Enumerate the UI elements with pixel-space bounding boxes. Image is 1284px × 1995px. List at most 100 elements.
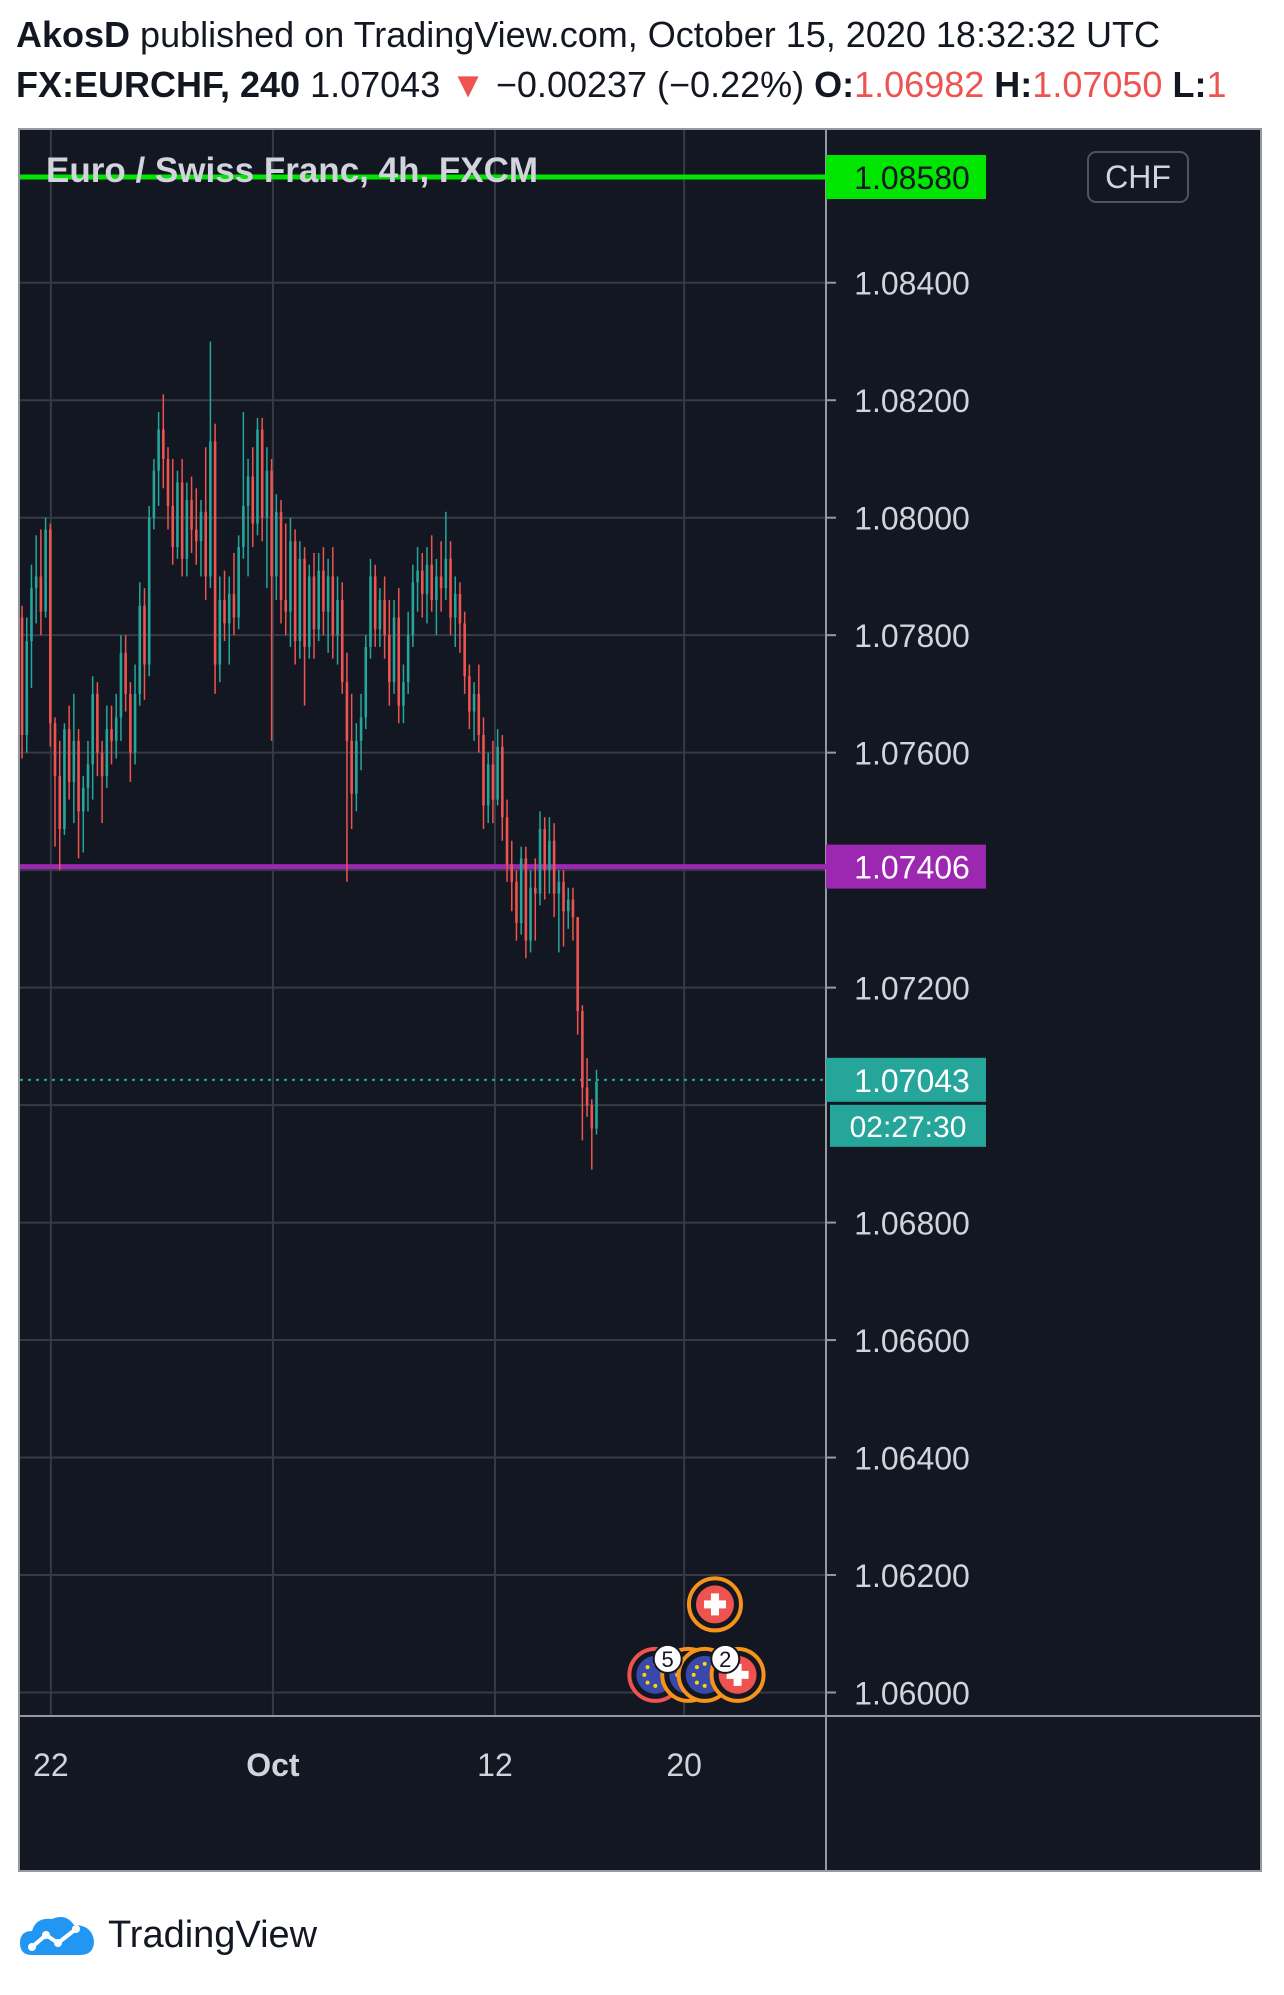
candle [533, 858, 537, 941]
candle [350, 693, 353, 830]
candle-body [265, 470, 269, 518]
author-name[interactable]: AkosD [16, 14, 131, 55]
candle-body [411, 582, 415, 636]
candle [430, 535, 433, 612]
candle [322, 547, 325, 636]
candle-body [25, 641, 29, 736]
candle [331, 547, 335, 659]
candle [444, 511, 448, 600]
candle-body [369, 576, 372, 647]
candle [411, 564, 415, 647]
candle [58, 740, 62, 871]
eu-star [642, 1672, 647, 1677]
candle-body [458, 594, 462, 624]
candle [218, 576, 222, 683]
candle-body [468, 676, 471, 712]
candle-body [402, 682, 405, 706]
candle-body [81, 787, 85, 812]
candle-body [171, 505, 175, 548]
price-axis-label: 1.07600 [854, 736, 970, 772]
candle-body [355, 740, 358, 794]
candle [293, 529, 297, 665]
candle-body [284, 599, 288, 612]
candle [529, 870, 532, 953]
candle [77, 729, 80, 859]
candle-body [510, 864, 514, 882]
candle-body [194, 529, 198, 542]
candle [246, 458, 250, 577]
candle-body [251, 476, 255, 524]
price-axis-label: 1.07800 [854, 618, 970, 654]
candle-body [392, 617, 396, 683]
eu-star [691, 1672, 696, 1677]
candle-body [585, 1087, 589, 1106]
candle [260, 417, 264, 542]
eu-star [694, 1665, 699, 1670]
candle [482, 717, 485, 830]
candle [124, 635, 127, 712]
price-axis[interactable]: 1.08400 1.08200 1.08000 1.07800 1.07600 1.072… [826, 266, 970, 1712]
candle-body [359, 717, 363, 741]
candle-body [322, 570, 325, 612]
candle-body [340, 599, 344, 683]
candle [388, 599, 391, 706]
candle-body [449, 558, 452, 618]
candle [91, 676, 94, 800]
time-axis-label: 22 [33, 1747, 69, 1783]
candle-body [209, 441, 212, 577]
candle [256, 417, 259, 536]
candle [590, 1099, 594, 1170]
candle-body [237, 547, 240, 618]
candle [378, 588, 382, 647]
candle [204, 447, 207, 600]
candle [72, 693, 76, 824]
candle-body [538, 829, 542, 894]
candle [486, 752, 490, 824]
candle-body [39, 576, 43, 612]
candle-body [397, 617, 401, 706]
candle-body [124, 652, 127, 694]
candle-body [204, 511, 207, 577]
candle [171, 458, 175, 565]
currency-badge-label: CHF [1105, 159, 1171, 195]
candle [585, 1058, 589, 1117]
open-value: 1.06982 [854, 64, 985, 105]
candle-body [515, 881, 518, 923]
candle [364, 635, 368, 730]
candle [298, 541, 302, 659]
candle [307, 564, 311, 659]
candle [289, 517, 292, 647]
candle [562, 870, 565, 947]
time-axis[interactable]: 22 Oct 12 20 [33, 1747, 702, 1783]
candle-body [557, 881, 561, 894]
candle-body [67, 729, 71, 783]
candle [392, 599, 396, 694]
candle [223, 570, 226, 642]
candle-body [562, 881, 565, 912]
swiss-flag-event-icon[interactable] [686, 1576, 743, 1633]
axis-separators [20, 130, 1260, 1870]
candle-body [552, 840, 556, 894]
candle [275, 494, 278, 600]
candle-body [307, 576, 311, 647]
candle-body [199, 511, 203, 542]
candle-body [143, 605, 146, 665]
candle [439, 541, 443, 612]
horizontal-levels[interactable]: 1.08580 1.07406 1.07043 02:27:30 [20, 154, 986, 1147]
published-text: published on TradingView.com, October 15… [140, 14, 1161, 55]
candle-body [34, 576, 38, 589]
candle [110, 705, 113, 765]
candle [265, 447, 269, 589]
candle-body [162, 429, 165, 459]
candle-body [77, 740, 80, 812]
candle [519, 846, 523, 935]
candle-body [58, 776, 62, 830]
chart-panel[interactable]: 1.08580 1.07406 1.07043 02:27:30 1.08400 1.0… [18, 128, 1262, 1872]
candle [209, 341, 212, 589]
candle-body [185, 500, 189, 559]
candle-body [53, 723, 57, 777]
currency-badge[interactable]: CHF [1087, 151, 1189, 203]
candle-body [152, 470, 156, 518]
